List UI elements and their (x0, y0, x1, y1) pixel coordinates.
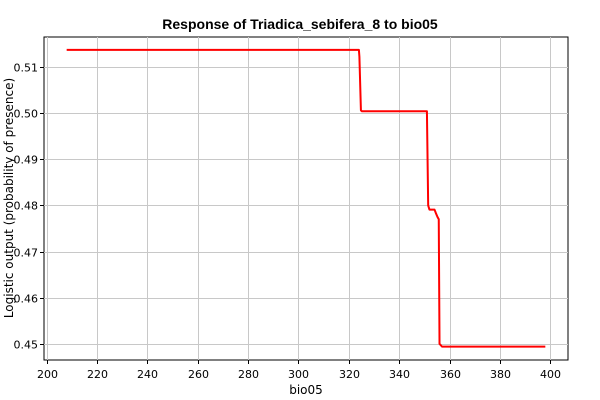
series-line (66, 48, 546, 348)
y-tick-label: 0.45 (14, 339, 39, 352)
series-layer (66, 48, 546, 348)
plot-area (43, 36, 569, 361)
x-tick-label: 220 (87, 368, 108, 381)
x-tick-label: 240 (137, 368, 158, 381)
x-tick-label: 200 (37, 368, 58, 381)
x-tick-label: 300 (288, 368, 309, 381)
x-tick-label: 280 (238, 368, 259, 381)
y-axis-ticks: 0.45 0.46 0.47 0.48 0.49 0.50 0.51 (14, 62, 44, 352)
x-axis-ticks: 200 220 240 260 280 300 320 340 360 380 400 (37, 360, 561, 381)
grid (44, 37, 568, 360)
x-tick-label: 380 (490, 368, 511, 381)
y-tick-label: 0.50 (14, 108, 39, 121)
y-tick-label: 0.46 (14, 293, 39, 306)
x-tick-label: 400 (540, 368, 561, 381)
y-tick-label: 0.47 (14, 247, 39, 260)
y-axis-label: Logistic output (probability of presence… (2, 78, 16, 318)
x-tick-label: 260 (188, 368, 209, 381)
x-tick-label: 360 (440, 368, 461, 381)
x-tick-label: 320 (339, 368, 360, 381)
x-tick-label: 340 (389, 368, 410, 381)
x-axis-label: bio05 (289, 383, 323, 397)
y-tick-label: 0.49 (14, 154, 39, 167)
chart-title: Response of Triadica_sebifera_8 to bio05 (162, 16, 438, 32)
y-tick-label: 0.51 (14, 62, 39, 75)
y-tick-label: 0.48 (14, 200, 39, 213)
